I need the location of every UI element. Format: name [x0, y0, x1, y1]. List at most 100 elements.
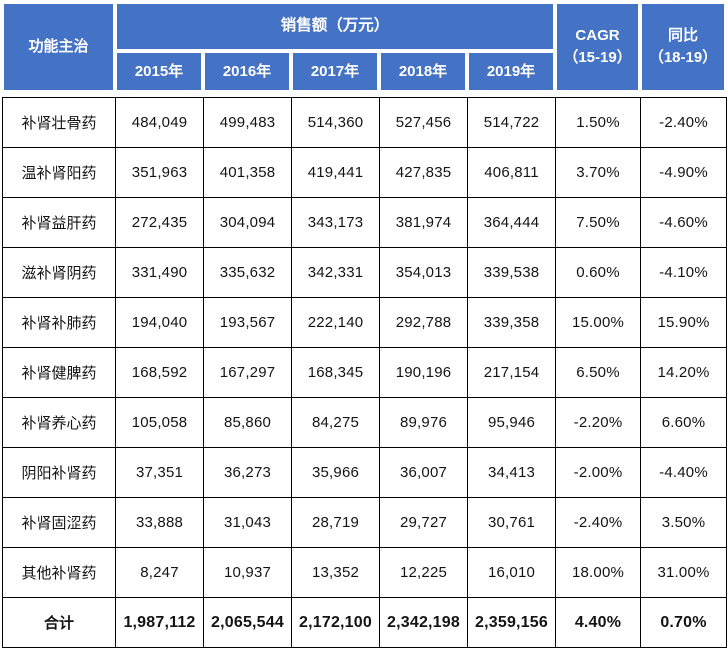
value-cell-2017: 514,360 — [291, 97, 380, 148]
value-cell-2019: 2,359,156 — [467, 597, 556, 648]
cagr-cell: 15.00% — [555, 297, 641, 348]
value-cell-2016: 36,273 — [203, 447, 292, 498]
row-label: 补肾养心药 — [2, 397, 116, 448]
value-cell-2019: 364,444 — [467, 197, 556, 248]
table-row: 滋补肾阴药 331,490 335,632 342,331 354,013 339,538… — [2, 247, 727, 298]
value-cell-2017: 35,966 — [291, 447, 380, 498]
table-rows: 补肾壮骨药 484,049 499,483 514,360 527,456 514,722… — [2, 97, 727, 648]
value-cell-2016: 401,358 — [203, 147, 292, 198]
row-label: 补肾固涩药 — [2, 497, 116, 548]
value-cell-2016: 31,043 — [203, 497, 292, 548]
value-cell-2017: 13,352 — [291, 547, 380, 598]
value-cell-2018: 527,456 — [379, 97, 468, 148]
value-cell-2018: 427,835 — [379, 147, 468, 198]
yoy-cell: -2.40% — [640, 97, 727, 148]
cagr-cell: 1.50% — [555, 97, 641, 148]
value-cell-2019: 217,154 — [467, 347, 556, 398]
value-cell-2017: 419,441 — [291, 147, 380, 198]
value-cell-2015: 484,049 — [115, 97, 204, 148]
value-cell-2015: 33,888 — [115, 497, 204, 548]
header-yoy-line2: （18-19） — [648, 49, 718, 66]
value-cell-2019: 30,761 — [467, 497, 556, 548]
cagr-cell: 18.00% — [555, 547, 641, 598]
row-label: 其他补肾药 — [2, 547, 116, 598]
value-cell-2017: 168,345 — [291, 347, 380, 398]
value-cell-2015: 331,490 — [115, 247, 204, 298]
value-cell-2018: 12,225 — [379, 547, 468, 598]
value-cell-2016: 10,937 — [203, 547, 292, 598]
cagr-cell: -2.20% — [555, 397, 641, 448]
yoy-cell: 3.50% — [640, 497, 727, 548]
value-cell-2015: 351,963 — [115, 147, 204, 198]
row-label: 滋补肾阴药 — [2, 247, 116, 298]
header-year-2017: 2017年 — [293, 53, 377, 90]
header-cagr-line1: CAGR — [575, 27, 620, 45]
value-cell-2017: 342,331 — [291, 247, 380, 298]
header-yoy-cell: 同比 （18-19） — [642, 4, 724, 90]
value-cell-2019: 95,946 — [467, 397, 556, 448]
yoy-cell: -4.10% — [640, 247, 727, 298]
header-year-2015: 2015年 — [117, 53, 201, 90]
header-year-2016: 2016年 — [205, 53, 289, 90]
table-row: 补肾固涩药 33,888 31,043 28,719 29,727 30,761 -2.40… — [2, 497, 727, 548]
yoy-cell: 15.90% — [640, 297, 727, 348]
value-cell-2015: 37,351 — [115, 447, 204, 498]
table-row: 补肾健脾药 168,592 167,297 168,345 190,196 217,154… — [2, 347, 727, 398]
row-label: 温补肾阳药 — [2, 147, 116, 198]
value-cell-2018: 29,727 — [379, 497, 468, 548]
yoy-cell: 31.00% — [640, 547, 727, 598]
value-cell-2017: 28,719 — [291, 497, 380, 548]
value-cell-2018: 381,974 — [379, 197, 468, 248]
value-cell-2016: 2,065,544 — [203, 597, 292, 648]
header-sales-group-cell: 销售额（万元） — [117, 4, 553, 49]
header-year-2018: 2018年 — [381, 53, 465, 90]
row-label: 合计 — [2, 597, 116, 648]
value-cell-2019: 339,538 — [467, 247, 556, 298]
sales-data-table: 补肾壮骨药 484,049 499,483 514,360 527,456 514,722… — [2, 97, 727, 648]
header-yoy-line1: 同比 — [667, 27, 698, 45]
value-cell-2018: 292,788 — [379, 297, 468, 348]
cagr-cell: 6.50% — [555, 347, 641, 398]
row-label: 补肾补肺药 — [2, 297, 116, 348]
value-cell-2015: 168,592 — [115, 347, 204, 398]
yoy-cell: 14.20% — [640, 347, 727, 398]
value-cell-2018: 89,976 — [379, 397, 468, 448]
table-row: 阴阳补肾药 37,351 36,273 35,966 36,007 34,413 -2.00… — [2, 447, 727, 498]
row-label: 补肾益肝药 — [2, 197, 116, 248]
table-row: 补肾补肺药 194,040 193,567 222,140 292,788 339,358… — [2, 297, 727, 348]
cagr-cell: 7.50% — [555, 197, 641, 248]
table-row: 补肾益肝药 272,435 304,094 343,173 381,974 364,444… — [2, 197, 727, 248]
table-header: 功能主治 销售额（万元） 2015年 2016年 2017年 2018年 201… — [2, 2, 726, 92]
table-row: 其他补肾药 8,247 10,937 13,352 12,225 16,010 18.00%… — [2, 547, 727, 598]
yoy-cell: 6.60% — [640, 397, 727, 448]
value-cell-2019: 514,722 — [467, 97, 556, 148]
value-cell-2015: 194,040 — [115, 297, 204, 348]
total-row: 合计 1,987,112 2,065,544 2,172,100 2,342,198 2,… — [2, 597, 727, 648]
value-cell-2018: 354,013 — [379, 247, 468, 298]
cagr-cell: -2.00% — [555, 447, 641, 498]
value-cell-2015: 8,247 — [115, 547, 204, 598]
cagr-cell: 4.40% — [555, 597, 641, 648]
value-cell-2016: 85,860 — [203, 397, 292, 448]
yoy-cell: 0.70% — [640, 597, 727, 648]
header-cagr-cell: CAGR （15-19） — [557, 4, 638, 90]
value-cell-2018: 2,342,198 — [379, 597, 468, 648]
value-cell-2016: 167,297 — [203, 347, 292, 398]
yoy-cell: -4.40% — [640, 447, 727, 498]
row-label: 补肾健脾药 — [2, 347, 116, 398]
yoy-cell: -4.60% — [640, 197, 727, 248]
value-cell-2015: 105,058 — [115, 397, 204, 448]
value-cell-2016: 499,483 — [203, 97, 292, 148]
cagr-cell: 3.70% — [555, 147, 641, 198]
table-row: 补肾壮骨药 484,049 499,483 514,360 527,456 514,722… — [2, 97, 727, 148]
table-row: 温补肾阳药 351,963 401,358 419,441 427,835 406,811… — [2, 147, 727, 198]
value-cell-2018: 36,007 — [379, 447, 468, 498]
yoy-cell: -4.90% — [640, 147, 727, 198]
value-cell-2015: 1,987,112 — [115, 597, 204, 648]
value-cell-2016: 193,567 — [203, 297, 292, 348]
value-cell-2017: 84,275 — [291, 397, 380, 448]
header-year-2019: 2019年 — [469, 53, 553, 90]
value-cell-2018: 190,196 — [379, 347, 468, 398]
value-cell-2016: 335,632 — [203, 247, 292, 298]
